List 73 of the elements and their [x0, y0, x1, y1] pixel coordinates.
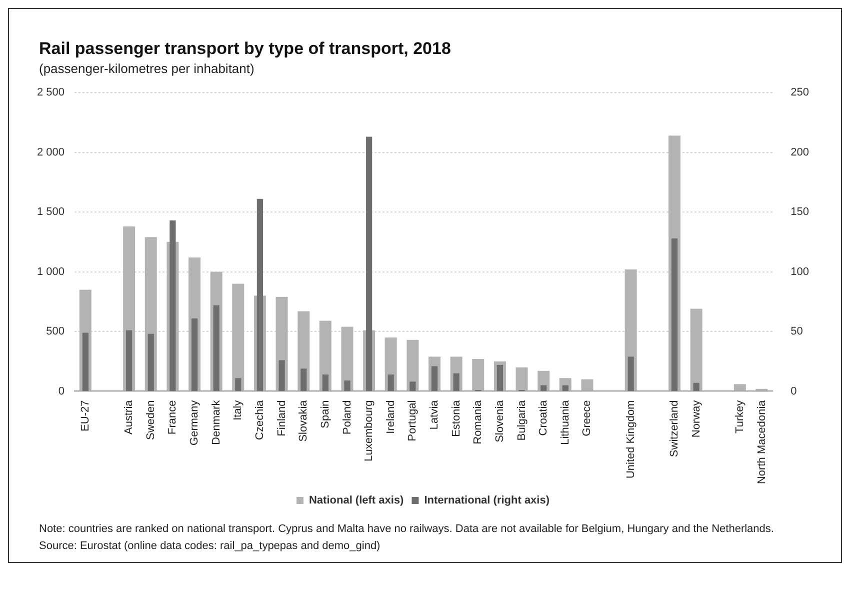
x-tick-label: Slovakia — [298, 399, 310, 442]
bar — [734, 384, 746, 391]
x-tick-label: Poland — [341, 400, 354, 434]
x-tick-label: Bulgaria — [516, 399, 528, 441]
x-tick-label: Finland — [276, 400, 288, 436]
x-tick-label: Greece — [581, 400, 594, 436]
x-tick-label: Germany — [188, 400, 201, 446]
source-note: Source: Eurostat (online data codes: rail_pa_typepas and demo_gind) — [38, 538, 382, 554]
x-tick-label: Spain — [319, 400, 332, 428]
bar — [300, 368, 307, 392]
x-tick-label: Sweden — [144, 400, 157, 440]
bar — [322, 374, 328, 392]
x-tick-label: EU-27 — [79, 400, 92, 432]
x-tick-label: North Macedonia — [756, 399, 768, 484]
bar — [671, 238, 678, 392]
bar — [213, 305, 220, 392]
bar — [693, 382, 700, 392]
x-tick-label: Slovenia — [494, 399, 506, 442]
bar — [453, 373, 460, 392]
x-tick-label: Switzerland — [668, 400, 681, 458]
x-tick-label: Ireland — [384, 400, 397, 434]
y2-tick-label: 200 — [790, 146, 810, 158]
x-tick-label: Estonia — [450, 399, 462, 437]
bar — [388, 374, 394, 392]
bar — [516, 367, 528, 391]
bar — [406, 340, 419, 391]
y2-tick-label: 0 — [790, 385, 797, 398]
y-tick-label: 2 500 — [36, 86, 65, 99]
bar — [431, 366, 438, 392]
bar — [126, 330, 132, 392]
bar — [82, 332, 88, 392]
text: Note: countries are ranked on national transport. Cyprus and Malta have no railways. Data are not available for Belgium, Hungary and the Netherlands. — [38, 522, 775, 537]
bar — [581, 379, 594, 391]
bar — [344, 380, 350, 392]
bar — [628, 356, 634, 392]
bar — [235, 378, 242, 392]
bar — [148, 334, 154, 392]
x-tick-label: Lithuania — [559, 399, 572, 445]
bar — [232, 284, 244, 391]
y2-tick-label: 50 — [790, 326, 803, 338]
x-tick-label: Portugal — [406, 400, 419, 442]
chart-subtitle: (passenger-kilometres per inhabitant) — [38, 61, 256, 76]
x-tick-label: Romania — [472, 399, 484, 444]
x-tick-label: Austria — [123, 399, 136, 434]
y-tick-label: 0 — [58, 385, 65, 398]
bar — [562, 385, 568, 392]
chart-title: Rail passenger transport by type of transport, 2018 — [38, 39, 452, 59]
bar — [472, 358, 484, 391]
bar — [690, 308, 702, 391]
x-tick-label: Luxembourg — [363, 400, 376, 462]
bar — [341, 326, 354, 391]
x-tick-label: United Kingdom — [624, 400, 637, 479]
x-tick-label: Italy — [232, 400, 244, 420]
bar — [410, 382, 416, 392]
x-tick-label: Latvia — [428, 399, 441, 430]
x-tick-label: Norway — [690, 400, 702, 438]
y2-tick-label: 150 — [790, 206, 810, 218]
y-tick-label: 2 000 — [36, 146, 65, 158]
x-tick-label: Czechia — [254, 399, 266, 440]
x-tick-label: Turkey — [734, 400, 746, 434]
x-tick-label: Denmark — [210, 400, 222, 445]
bar — [191, 318, 198, 392]
y2-tick-label: 250 — [790, 86, 810, 99]
y-tick-label: 500 — [46, 326, 65, 338]
legend-label: National (left axis) — [308, 494, 404, 507]
legend-label: International (right axis) — [424, 494, 550, 507]
bar — [278, 360, 285, 392]
y2-tick-label: 100 — [790, 266, 810, 278]
y-tick-label: 1 500 — [36, 206, 65, 218]
y-tick-label: 1 000 — [36, 266, 65, 278]
x-tick-label: Croatia — [538, 399, 550, 436]
x-tick-label: France — [166, 400, 179, 434]
bar — [540, 385, 547, 392]
